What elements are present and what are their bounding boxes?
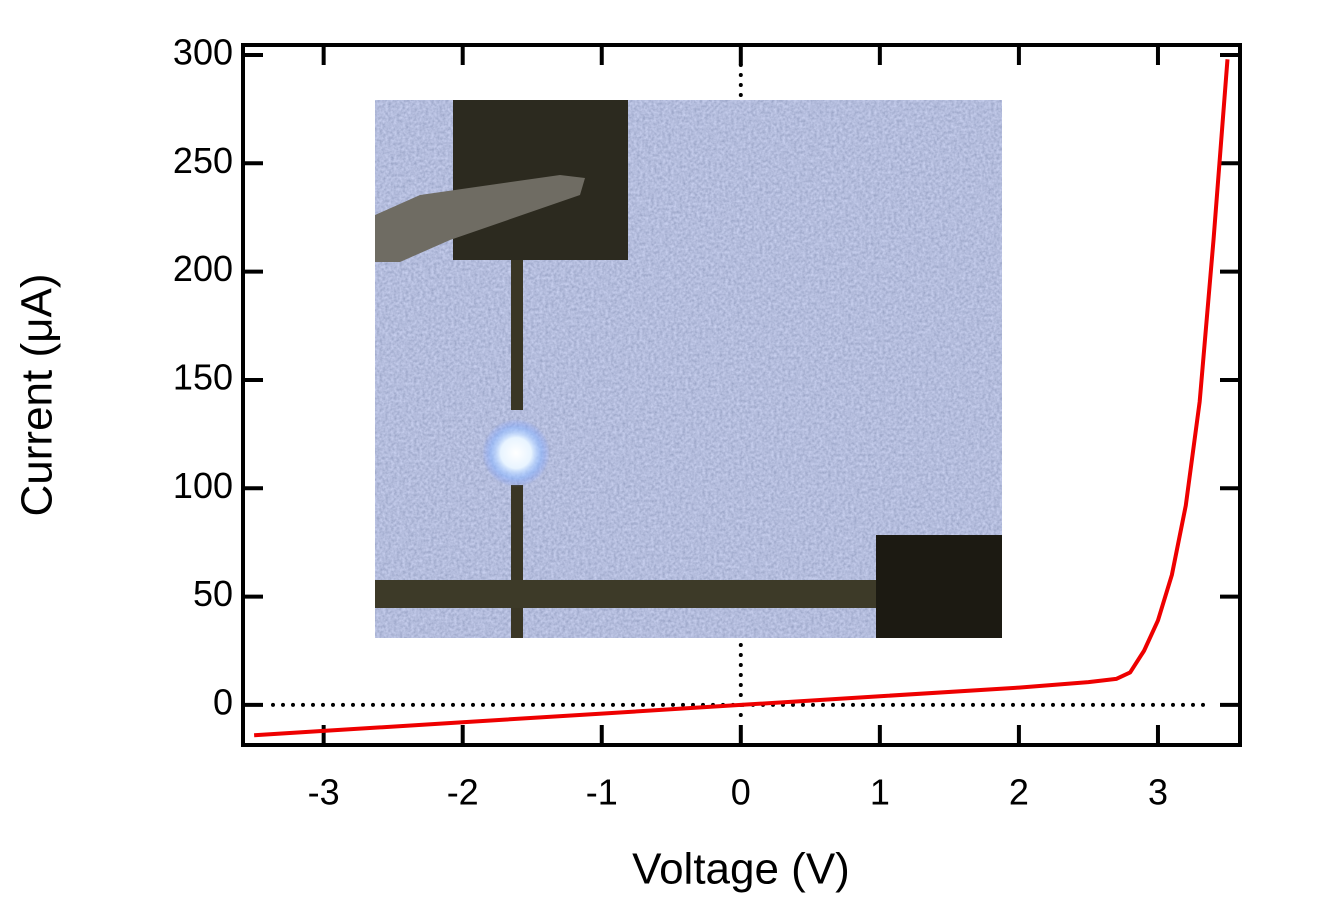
- electrode: [511, 485, 523, 638]
- x-tick-label: -1: [586, 772, 618, 813]
- y-tick-label: 0: [213, 681, 233, 722]
- inset-photo: [375, 100, 1002, 638]
- y-tick-label: 250: [173, 140, 233, 181]
- x-tick-label: -2: [447, 772, 479, 813]
- contact-pad: [876, 535, 1002, 638]
- electrode: [511, 260, 523, 410]
- y-tick-label: 100: [173, 465, 233, 506]
- x-axis-label: Voltage (V): [632, 845, 850, 894]
- x-tick-label: 2: [1009, 772, 1029, 813]
- x-tick-label: -3: [308, 772, 340, 813]
- axis-frame: [241, 43, 1242, 747]
- y-tick-label: 200: [173, 248, 233, 289]
- y-axis-label: Current (μA): [13, 274, 62, 517]
- y-tick-label: 300: [173, 31, 233, 72]
- probe-tip: [375, 175, 585, 262]
- y-tick-label: 150: [173, 356, 233, 397]
- electrode: [375, 580, 880, 608]
- led-emission: [482, 419, 550, 487]
- x-tick-label: 0: [731, 772, 751, 813]
- y-tick-label: 50: [193, 573, 233, 614]
- x-tick-label: 1: [870, 772, 890, 813]
- x-tick-label: 3: [1148, 772, 1168, 813]
- plot-area: -3 -2 -1 0 1 2 3 0 50 100 150 200 250 300: [173, 31, 1242, 813]
- iv-curve: [253, 59, 1230, 738]
